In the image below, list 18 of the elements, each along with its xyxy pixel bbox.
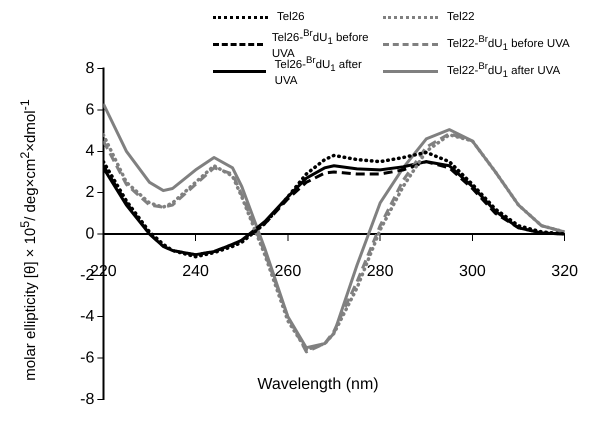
y-tick-label: -4 — [80, 308, 94, 326]
legend-label: Tel26 — [277, 11, 304, 23]
legend-label: Tel22 — [447, 11, 474, 23]
y-tick-label: 2 — [85, 184, 94, 202]
y-tick-label: 6 — [85, 101, 94, 118]
x-tick-label: 260 — [274, 263, 302, 280]
x-tick-label: 240 — [182, 263, 210, 280]
x-axis-title: Wavelength (nm) — [256, 376, 380, 394]
legend-label: Tel22-$^{Br}$dU$_{1}$ after UVA — [447, 61, 560, 81]
y-tick-label: -6 — [80, 349, 94, 366]
y-tick-label: 8 — [85, 60, 94, 78]
y-tick-label: 0 — [85, 225, 94, 242]
x-tick-label: 320 — [551, 263, 578, 280]
y-tick-label: 4 — [85, 142, 94, 160]
x-tick-label: 280 — [366, 263, 394, 280]
legend-label: Tel22-$^{Br}$dU$_{1}$ before UVA — [447, 34, 570, 54]
x-tick-label: 300 — [459, 263, 486, 280]
y-tick-label: -8 — [80, 390, 94, 408]
